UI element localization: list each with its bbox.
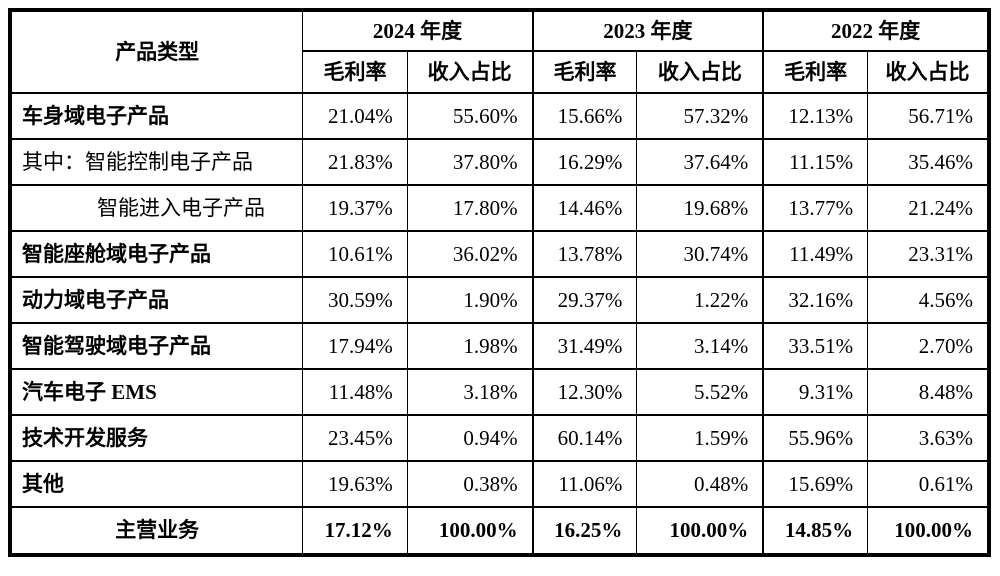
- value-cell: 1.90%: [406, 276, 534, 324]
- value-cell: 55.60%: [406, 92, 534, 140]
- row-label: 其他: [9, 460, 304, 508]
- header-year-2022: 2022 年度: [762, 9, 990, 52]
- value-cell: 35.46%: [867, 138, 990, 186]
- subheader-2023-gross-margin: 毛利率: [531, 50, 638, 94]
- value-cell: 3.18%: [406, 368, 534, 416]
- value-cell: 37.80%: [406, 138, 534, 186]
- value-cell: 0.38%: [406, 460, 534, 508]
- value-cell: 31.49%: [531, 322, 638, 370]
- value-cell: 17.12%: [302, 506, 408, 556]
- table-row-other: 其他 19.63% 0.38% 11.06% 0.48% 15.69% 0.61…: [9, 460, 990, 508]
- header-row-years: 产品类型 2024 年度 2023 年度 2022 年度: [9, 9, 990, 94]
- subheader-2023-revenue-share: 收入占比: [636, 50, 764, 94]
- value-cell: 17.80%: [406, 184, 534, 232]
- value-cell: 4.56%: [867, 276, 990, 324]
- table-row-main-business-total: 主营业务 17.12% 100.00% 16.25% 100.00% 14.85…: [9, 506, 990, 556]
- value-cell: 57.32%: [636, 92, 764, 140]
- value-cell: 1.98%: [406, 322, 534, 370]
- value-cell: 14.85%: [762, 506, 869, 556]
- row-label: 主营业务: [9, 506, 304, 556]
- value-cell: 13.78%: [531, 230, 638, 278]
- value-cell: 10.61%: [302, 230, 408, 278]
- row-label: 动力域电子产品: [9, 276, 304, 324]
- value-cell: 56.71%: [867, 92, 990, 140]
- value-cell: 29.37%: [531, 276, 638, 324]
- value-cell: 0.48%: [636, 460, 764, 508]
- header-year-2023: 2023 年度: [531, 9, 764, 52]
- value-cell: 0.61%: [867, 460, 990, 508]
- value-cell: 17.94%: [302, 322, 408, 370]
- value-cell: 15.66%: [531, 92, 638, 140]
- value-cell: 11.06%: [531, 460, 638, 508]
- value-cell: 55.96%: [762, 414, 869, 462]
- value-cell: 3.14%: [636, 322, 764, 370]
- value-cell: 23.31%: [867, 230, 990, 278]
- value-cell: 3.63%: [867, 414, 990, 462]
- value-cell: 13.77%: [762, 184, 869, 232]
- value-cell: 1.22%: [636, 276, 764, 324]
- value-cell: 30.74%: [636, 230, 764, 278]
- row-label: 其中：智能控制电子产品: [9, 138, 304, 186]
- table-row-auto-ems: 汽车电子 EMS 11.48% 3.18% 12.30% 5.52% 9.31%…: [9, 368, 990, 416]
- value-cell: 19.68%: [636, 184, 764, 232]
- subheader-2022-revenue-share: 收入占比: [867, 50, 990, 94]
- value-cell: 32.16%: [762, 276, 869, 324]
- table-row-body-domain: 车身域电子产品 21.04% 55.60% 15.66% 57.32% 12.1…: [9, 92, 990, 140]
- value-cell: 12.30%: [531, 368, 638, 416]
- header-row-metrics: 毛利率 收入占比 毛利率 收入占比 毛利率 收入占比: [10, 50, 990, 94]
- value-cell: 11.48%: [302, 368, 408, 416]
- value-cell: 100.00%: [636, 506, 764, 556]
- table-row-cockpit-domain: 智能座舱域电子产品 10.61% 36.02% 13.78% 30.74% 11…: [9, 230, 990, 278]
- value-cell: 8.48%: [867, 368, 990, 416]
- value-cell: 15.69%: [762, 460, 869, 508]
- value-cell: 37.64%: [636, 138, 764, 186]
- header-product-type: 产品类型: [9, 9, 304, 94]
- value-cell: 1.59%: [636, 414, 764, 462]
- value-cell: 36.02%: [406, 230, 534, 278]
- row-label: 智能座舱域电子产品: [9, 230, 304, 278]
- subheader-2024-revenue-share: 收入占比: [406, 50, 534, 94]
- value-cell: 21.04%: [302, 92, 408, 140]
- table-row-power-domain: 动力域电子产品 30.59% 1.90% 29.37% 1.22% 32.16%…: [9, 276, 990, 324]
- value-cell: 19.37%: [302, 184, 408, 232]
- value-cell: 14.46%: [531, 184, 638, 232]
- value-cell: 33.51%: [762, 322, 869, 370]
- value-cell: 23.45%: [302, 414, 408, 462]
- value-cell: 9.31%: [762, 368, 869, 416]
- value-cell: 12.13%: [762, 92, 869, 140]
- value-cell: 19.63%: [302, 460, 408, 508]
- value-cell: 16.29%: [531, 138, 638, 186]
- row-label: 智能驾驶域电子产品: [9, 322, 304, 370]
- value-cell: 21.24%: [867, 184, 990, 232]
- value-cell: 100.00%: [867, 506, 990, 556]
- value-cell: 0.94%: [406, 414, 534, 462]
- row-label: 智能进入电子产品: [9, 184, 304, 232]
- value-cell: 11.49%: [762, 230, 869, 278]
- table-row-tech-dev-service: 技术开发服务 23.45% 0.94% 60.14% 1.59% 55.96% …: [9, 414, 990, 462]
- row-label: 车身域电子产品: [9, 92, 304, 140]
- value-cell: 16.25%: [531, 506, 638, 556]
- table-row-smart-entry: 智能进入电子产品 19.37% 17.80% 14.46% 19.68% 13.…: [9, 184, 990, 232]
- gross-margin-revenue-table: 产品类型 2024 年度 2023 年度 2022 年度 毛利率 收入占比 毛利…: [8, 8, 991, 557]
- row-label: 汽车电子 EMS: [9, 368, 304, 416]
- value-cell: 5.52%: [636, 368, 764, 416]
- value-cell: 60.14%: [531, 414, 638, 462]
- table-row-smart-control: 其中：智能控制电子产品 21.83% 37.80% 16.29% 37.64% …: [9, 138, 990, 186]
- subheader-2022-gross-margin: 毛利率: [762, 50, 869, 94]
- table-row-driving-domain: 智能驾驶域电子产品 17.94% 1.98% 31.49% 3.14% 33.5…: [9, 322, 990, 370]
- value-cell: 11.15%: [762, 138, 869, 186]
- header-year-2024: 2024 年度: [302, 9, 534, 52]
- subheader-2024-gross-margin: 毛利率: [302, 50, 408, 94]
- value-cell: 21.83%: [302, 138, 408, 186]
- row-label: 技术开发服务: [9, 414, 304, 462]
- value-cell: 2.70%: [867, 322, 990, 370]
- value-cell: 100.00%: [406, 506, 534, 556]
- value-cell: 30.59%: [302, 276, 408, 324]
